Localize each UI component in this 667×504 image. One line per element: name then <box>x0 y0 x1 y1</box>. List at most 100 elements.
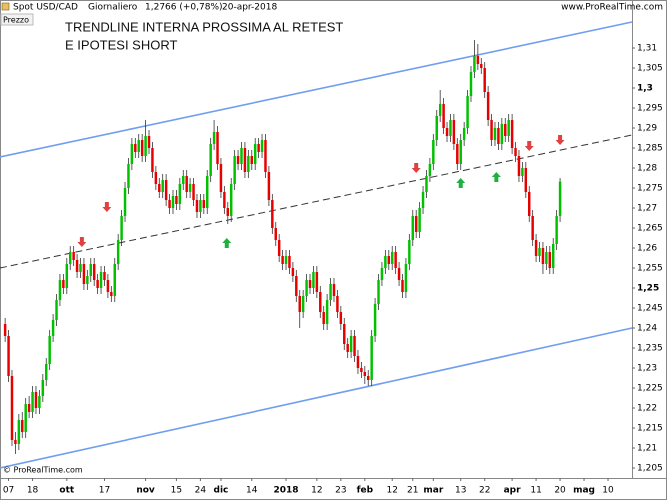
candle-body <box>284 256 288 264</box>
candle-body <box>397 268 401 280</box>
candle-body <box>339 312 343 324</box>
candle-body <box>483 68 486 92</box>
candle-body <box>144 136 147 156</box>
candle-body <box>140 140 144 156</box>
candle-body <box>315 272 319 292</box>
candle-body <box>459 140 462 164</box>
y-tick-label: 1,23 <box>637 364 657 374</box>
x-tick-label: mar <box>423 486 443 496</box>
candle-body <box>480 64 483 68</box>
y-tick-label: 1,225 <box>637 384 663 394</box>
candle-body <box>524 168 528 192</box>
candle-body <box>452 120 456 144</box>
candle-body <box>120 216 123 240</box>
candle-body <box>199 200 202 212</box>
y-tick-label: 1,285 <box>637 144 663 154</box>
candle-body <box>551 244 555 268</box>
candle-body <box>82 264 86 284</box>
candle-body <box>240 148 243 164</box>
trendline <box>0 134 633 269</box>
candle-body <box>414 216 418 232</box>
signal-arrow <box>456 178 466 188</box>
candle-body <box>274 228 277 240</box>
candle-body <box>421 192 425 208</box>
candle-body <box>521 168 524 176</box>
y-tick-label: 1,25 <box>637 284 659 294</box>
candle-body <box>253 144 257 164</box>
candle-body <box>158 184 161 192</box>
candle-body <box>243 148 247 172</box>
annotation: E IPOTESI SHORT <box>65 37 178 52</box>
y-tick-label: 1,255 <box>637 264 663 274</box>
candle-body <box>171 196 175 208</box>
panel-label-box <box>0 13 34 26</box>
candle-body <box>247 156 250 172</box>
candle-body <box>79 264 82 272</box>
candle-body <box>92 264 96 280</box>
candle-body <box>31 392 34 412</box>
candle-body <box>75 260 79 272</box>
candle-body <box>147 136 151 148</box>
candle-body <box>390 252 394 264</box>
trendline <box>0 327 633 469</box>
y-tick-label: 1,29 <box>637 124 657 134</box>
candle-body <box>14 440 17 444</box>
candle-body <box>21 420 24 432</box>
candle-body <box>281 256 284 264</box>
candle-body <box>250 156 254 164</box>
source: www.ProRealTime.com <box>561 3 663 13</box>
candle-body <box>555 216 558 244</box>
candle-body <box>322 312 325 324</box>
candle-body <box>528 192 531 216</box>
candle-body <box>209 144 212 176</box>
annotation: TRENDLINE INTERNA PROSSIMA AL RETEST <box>65 19 343 34</box>
candle-body <box>531 216 534 240</box>
candle-body <box>538 248 541 256</box>
candle-body <box>277 240 281 256</box>
x-tick-label: 18 <box>27 486 39 496</box>
candle-body <box>312 272 315 288</box>
y-tick-label: 1,275 <box>637 184 663 194</box>
candle-body <box>462 128 466 140</box>
candle-body <box>161 180 164 192</box>
candle-body <box>168 200 171 208</box>
x-tick-label: 15 <box>171 486 182 496</box>
last-price: 1,2766 (+0,78%) <box>145 3 223 13</box>
candle-body <box>134 144 137 152</box>
candle-body <box>164 180 168 200</box>
candle-body <box>3 324 7 336</box>
candle-body <box>408 240 411 264</box>
candle-body <box>510 120 514 148</box>
signal-arrow <box>222 238 232 248</box>
candle-body <box>175 196 178 204</box>
candle-body <box>58 280 62 300</box>
y-tick-label: 1,21 <box>637 444 657 454</box>
y-tick-label: 1,31 <box>637 44 657 54</box>
x-tick-label: 23 <box>335 486 346 496</box>
x-tick-label: 13 <box>455 486 466 496</box>
y-tick-label: 1,28 <box>637 164 657 174</box>
candle-body <box>343 324 346 344</box>
candle-body <box>51 320 55 336</box>
candle-body <box>373 304 377 336</box>
x-tick-label: 21 <box>407 486 418 496</box>
candle-body <box>257 144 260 152</box>
candle-body <box>387 256 391 264</box>
candle-body <box>497 128 500 144</box>
candle-body <box>418 208 421 232</box>
signal-arrow <box>524 141 534 151</box>
candle-body <box>319 292 322 312</box>
y-tick-label: 1,24 <box>637 324 657 334</box>
candle-body <box>442 104 445 128</box>
candle-body <box>360 368 363 372</box>
candle-body <box>106 280 110 292</box>
candle-body <box>384 256 387 268</box>
x-tick-label: 17 <box>99 486 110 496</box>
candle-body <box>469 72 473 96</box>
candle-body <box>545 252 548 264</box>
x-tick-label: 14 <box>246 486 258 496</box>
candle-body <box>548 252 552 268</box>
candle-body <box>24 404 27 432</box>
